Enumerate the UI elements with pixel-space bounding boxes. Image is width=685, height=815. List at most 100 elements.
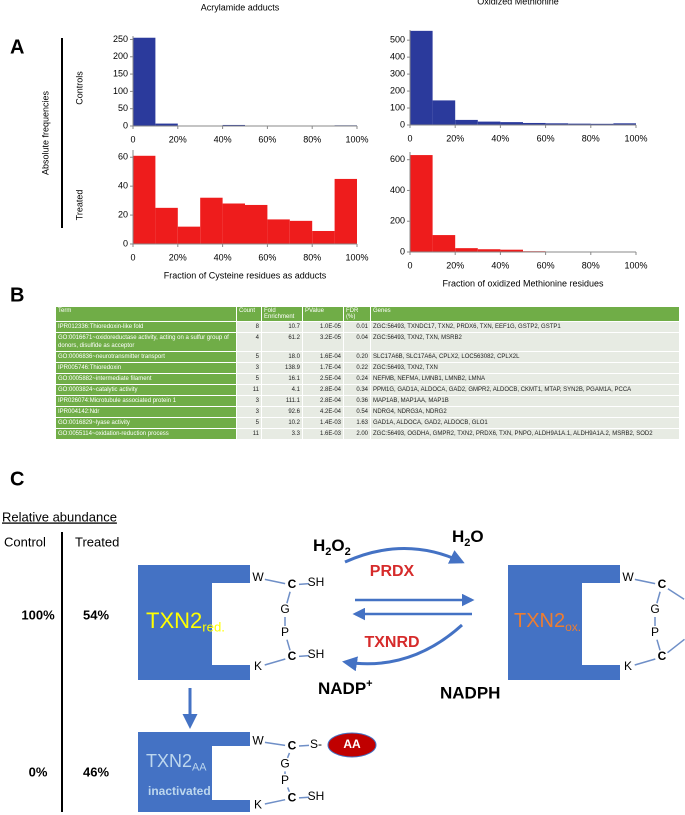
number-cell: 3 bbox=[237, 363, 261, 373]
residue: C bbox=[658, 577, 667, 591]
number-cell: 4.2E-04 bbox=[303, 407, 343, 417]
bar bbox=[500, 122, 523, 125]
number-cell: 138.9 bbox=[262, 363, 302, 373]
term-cell: IPR005746:Thioredoxin bbox=[56, 363, 236, 373]
number-cell: 3 bbox=[237, 407, 261, 417]
arrow bbox=[342, 623, 464, 672]
table-row: GO:0055114~oxidation-reduction process 11… bbox=[56, 429, 679, 439]
term-cell: GO:0016829~lyase activity bbox=[56, 418, 236, 428]
x-tick-label: 40% bbox=[214, 134, 232, 144]
genes-cell: ZGC:56493, OGDHA, GMPR2, TXN2, PRDX6, TX… bbox=[371, 429, 679, 439]
number-cell: 1.0E-05 bbox=[303, 322, 343, 332]
protein-note: inactivated bbox=[148, 784, 211, 798]
genes-cell: NDRG4, NDRG3A, NDRG2 bbox=[371, 407, 679, 417]
table-row: IPR012336:Thioredoxin-like fold 8 10.7 1.0E… bbox=[56, 322, 679, 332]
number-cell: 18.0 bbox=[262, 352, 302, 362]
number-cell: 5 bbox=[237, 352, 261, 362]
row-label: Treated bbox=[74, 190, 84, 221]
molecule-part: H bbox=[452, 527, 464, 546]
bar bbox=[334, 178, 357, 244]
bond bbox=[286, 787, 291, 793]
x-tick-label: 60% bbox=[537, 133, 555, 143]
x-tick-label: 80% bbox=[582, 260, 600, 270]
y-tick-label: 0 bbox=[400, 119, 405, 129]
number-cell: 2.5E-04 bbox=[303, 374, 343, 384]
table-row: GO:0006836~neurotransmitter transport 5 18… bbox=[56, 352, 679, 362]
residue: C bbox=[288, 790, 297, 804]
x-tick-label: 40% bbox=[214, 252, 232, 262]
bar bbox=[568, 123, 591, 125]
bar bbox=[455, 119, 478, 125]
bar bbox=[155, 207, 178, 244]
bar bbox=[477, 121, 501, 125]
abundance-title: Relative abundance bbox=[2, 509, 117, 524]
protein-block bbox=[138, 565, 250, 680]
y-axis-label: Absolute frequencies bbox=[40, 90, 50, 175]
term-cell: GO:0055114~oxidation-reduction process bbox=[56, 429, 236, 439]
residue: P bbox=[281, 625, 289, 639]
bar bbox=[410, 30, 433, 126]
y-tick-label: 600 bbox=[390, 154, 405, 164]
number-cell: 2.00 bbox=[344, 429, 370, 439]
number-cell: 2.8E-04 bbox=[303, 385, 343, 395]
protein-name-sub: red. bbox=[202, 620, 225, 635]
residue: C bbox=[288, 577, 297, 591]
table-row: IPR026074:Microtubule associated protein… bbox=[56, 396, 679, 406]
term-cell: GO:0006836~neurotransmitter transport bbox=[56, 352, 236, 362]
bar bbox=[455, 248, 478, 252]
genes-cell: PPM1G, GAD1A, ALDOCA, GAD2, GMPR2, ALDOC… bbox=[371, 385, 679, 395]
number-cell: 3.2E-05 bbox=[303, 333, 343, 351]
x-tick-label: 80% bbox=[303, 134, 321, 144]
panel-label: C bbox=[10, 468, 24, 490]
genes-cell: MAP1AB, MAP1AA, MAP1B bbox=[371, 396, 679, 406]
header-row: Term Count Fold Enrichment PValue FDR (%) Gen… bbox=[56, 307, 679, 321]
bar bbox=[432, 100, 456, 125]
residue: W bbox=[622, 570, 634, 584]
y-tick-label: 200 bbox=[113, 51, 128, 61]
header-cell: Term bbox=[56, 307, 236, 321]
residue: SH bbox=[308, 575, 325, 589]
genes-cell: GAD1A, ALDOCA, GAD2, ALDOCB, GLO1 bbox=[371, 418, 679, 428]
bar bbox=[133, 155, 156, 244]
molecule: NADP+ bbox=[318, 678, 373, 699]
number-cell: 10.7 bbox=[262, 322, 302, 332]
x-tick-label: 60% bbox=[258, 134, 276, 144]
term-cell: IPR012336:Thioredoxin-like fold bbox=[56, 322, 236, 332]
residue: C bbox=[288, 739, 297, 753]
y-tick-label: 200 bbox=[390, 85, 405, 95]
protein-block bbox=[138, 732, 250, 812]
y-tick-label: 200 bbox=[390, 216, 405, 226]
x-tick-label: 20% bbox=[169, 252, 187, 262]
header-cell: Fold Enrichment bbox=[262, 307, 302, 321]
protein-name-sub: ox. bbox=[565, 620, 581, 634]
residue: K bbox=[254, 659, 262, 673]
molecule: H2O bbox=[452, 527, 484, 548]
y-tick-label: 20 bbox=[118, 209, 128, 219]
x-axis-label: Fraction of oxidized Methionine residues bbox=[442, 278, 604, 288]
bond bbox=[634, 578, 656, 585]
term-cell: GO:0005882~intermediate filament bbox=[56, 374, 236, 384]
residue: P bbox=[281, 773, 289, 787]
table-row: GO:0016671~oxidoreductase activity, acti… bbox=[56, 333, 679, 351]
bond bbox=[264, 798, 286, 805]
number-cell: 0.54 bbox=[344, 407, 370, 417]
abundance-value: 0% bbox=[29, 764, 48, 779]
number-cell: 1.63 bbox=[344, 418, 370, 428]
residue: K bbox=[624, 659, 632, 673]
protein-name-main: TXN2 bbox=[146, 608, 202, 633]
bar bbox=[432, 235, 456, 252]
molecule-part: O bbox=[331, 536, 344, 555]
abundance-value: 46% bbox=[83, 764, 109, 779]
number-cell: 5 bbox=[237, 418, 261, 428]
residue: G bbox=[650, 602, 659, 616]
bar bbox=[289, 220, 313, 244]
adduct-tag-label: AA bbox=[343, 737, 361, 751]
y-tick-label: 100 bbox=[113, 86, 128, 96]
protein-name: TXN2red. bbox=[146, 608, 225, 635]
adduct-tag bbox=[327, 732, 377, 758]
bond bbox=[298, 796, 310, 799]
term-cell: IPR004142:Ndr bbox=[56, 407, 236, 417]
number-cell: 3 bbox=[237, 396, 261, 406]
residue: G bbox=[280, 602, 289, 616]
number-cell: 0.24 bbox=[344, 374, 370, 384]
